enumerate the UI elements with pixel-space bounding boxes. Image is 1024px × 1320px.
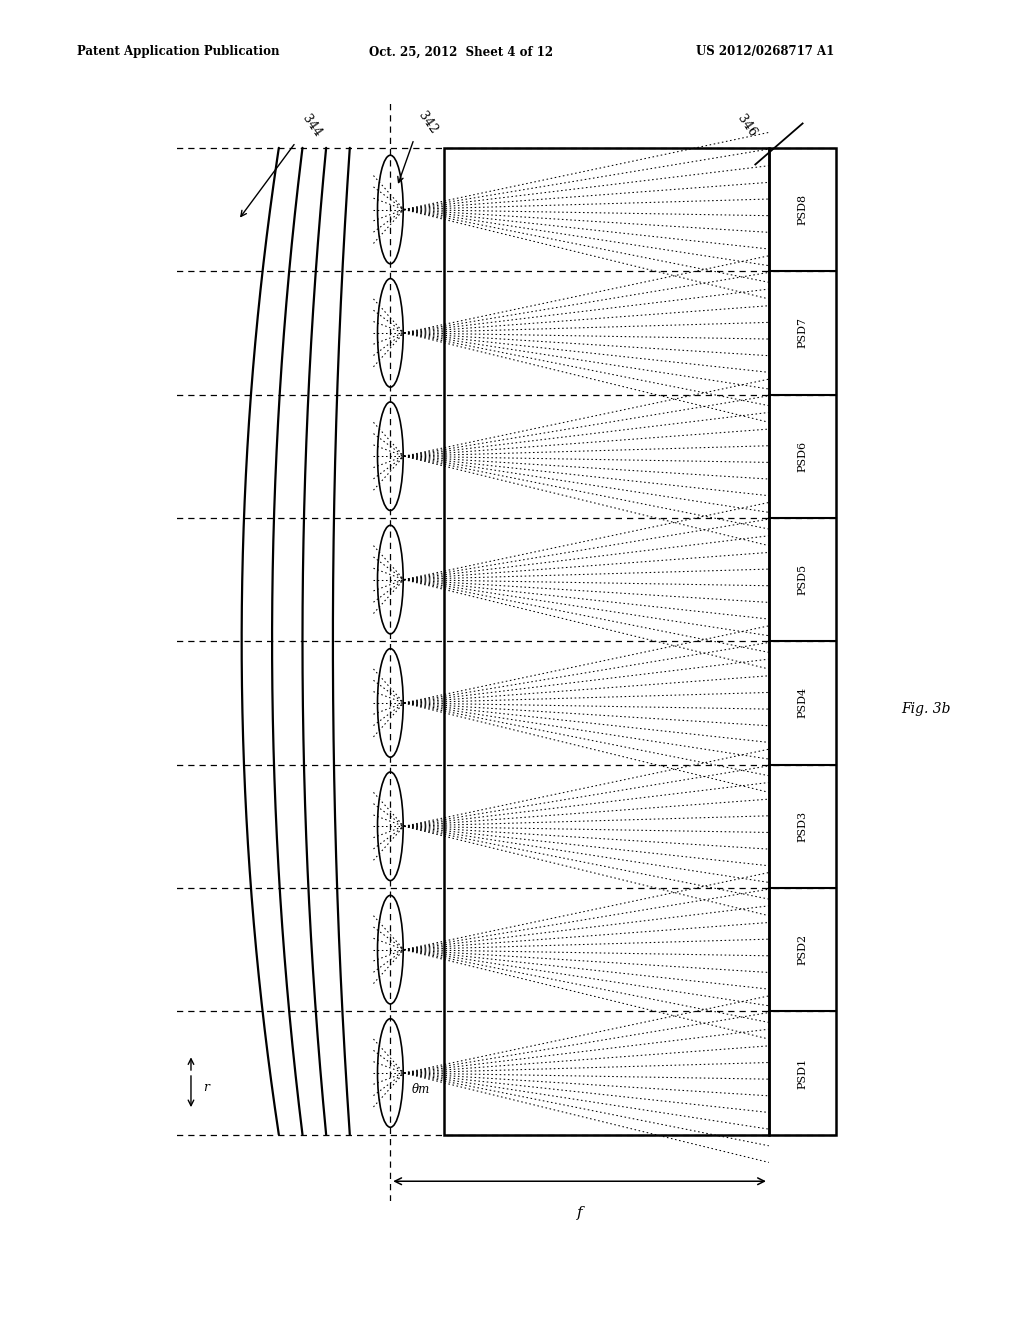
Text: PSD6: PSD6: [798, 441, 808, 471]
Text: PSD2: PSD2: [798, 935, 808, 965]
Text: Oct. 25, 2012  Sheet 4 of 12: Oct. 25, 2012 Sheet 4 of 12: [369, 45, 553, 58]
Text: Fig. 3b: Fig. 3b: [901, 702, 950, 715]
Text: PSD1: PSD1: [798, 1057, 808, 1089]
Text: PSD3: PSD3: [798, 810, 808, 842]
Text: 344: 344: [299, 112, 324, 139]
Text: PSD5: PSD5: [798, 564, 808, 595]
Text: r: r: [203, 1081, 209, 1094]
Text: θm: θm: [412, 1084, 430, 1096]
Text: Patent Application Publication: Patent Application Publication: [77, 45, 280, 58]
Text: PSD7: PSD7: [798, 317, 808, 348]
Bar: [769, 148, 837, 1135]
Text: US 2012/0268717 A1: US 2012/0268717 A1: [696, 45, 835, 58]
Bar: [444, 148, 769, 1135]
Text: PSD8: PSD8: [798, 194, 808, 226]
Text: 342: 342: [416, 110, 440, 137]
Text: 346: 346: [735, 112, 760, 139]
Text: f: f: [577, 1205, 583, 1220]
Text: PSD4: PSD4: [798, 688, 808, 718]
